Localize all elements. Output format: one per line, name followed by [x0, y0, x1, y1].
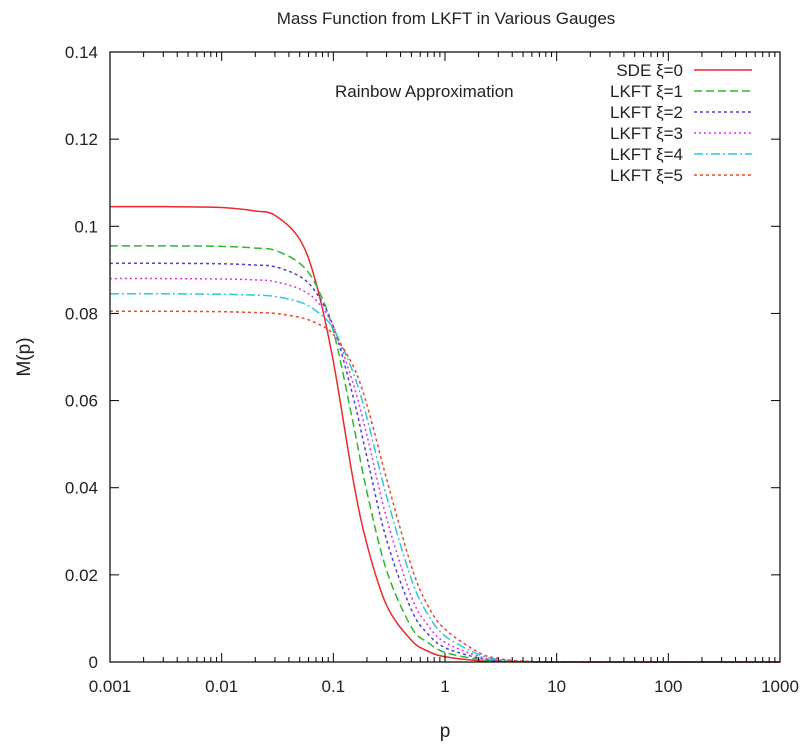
- legend-label: LKFT ξ=2: [610, 103, 683, 122]
- legend: SDE ξ=0 LKFT ξ=1 LKFT ξ=2 LKFT ξ=3 LKFT ξ=4 L…: [610, 61, 752, 185]
- x-axis-label: p: [440, 721, 451, 742]
- annotation-rainbow: Rainbow Approximation: [335, 82, 514, 101]
- x-tick-label: 0.01: [205, 677, 238, 696]
- y-tick-label: 0.14: [65, 43, 98, 62]
- axis-ticks: 0.001 0.01 0.1 1 10 100 1000 0 0.02 0.04 0.06 0.08 0…: [65, 43, 799, 696]
- y-tick-label: 0.1: [74, 217, 98, 236]
- y-tick-label: 0.12: [65, 130, 98, 149]
- x-tick-label: 100: [654, 677, 682, 696]
- y-tick-label: 0: [89, 653, 98, 672]
- y-tick-label: 0.02: [65, 566, 98, 585]
- series-line-5: [109, 310, 780, 663]
- series-line-0: [109, 205, 780, 663]
- chart-title: Mass Function from LKFT in Various Gauge…: [277, 9, 616, 28]
- legend-label: LKFT ξ=5: [610, 166, 683, 185]
- x-tick-label: 0.001: [89, 677, 132, 696]
- x-tick-label: 10: [547, 677, 566, 696]
- y-tick-label: 0.04: [65, 479, 98, 498]
- series-line-4: [109, 293, 780, 663]
- series-line-3: [109, 277, 780, 663]
- plot-frame: [109, 51, 781, 663]
- y-tick-label: 0.06: [65, 392, 98, 411]
- x-tick-label: 1000: [761, 677, 799, 696]
- legend-label: SDE ξ=0: [616, 61, 683, 80]
- x-tick-label: 0.1: [322, 677, 346, 696]
- y-tick-label: 0.08: [65, 304, 98, 323]
- series-line-1: [109, 245, 780, 663]
- series-line-2: [109, 262, 780, 663]
- plot-area: [109, 205, 780, 663]
- x-tick-label: 1: [440, 677, 449, 696]
- y-axis-label: M(p): [14, 337, 35, 376]
- legend-label: LKFT ξ=4: [610, 145, 683, 164]
- legend-label: LKFT ξ=3: [610, 124, 683, 143]
- legend-label: LKFT ξ=1: [610, 82, 683, 101]
